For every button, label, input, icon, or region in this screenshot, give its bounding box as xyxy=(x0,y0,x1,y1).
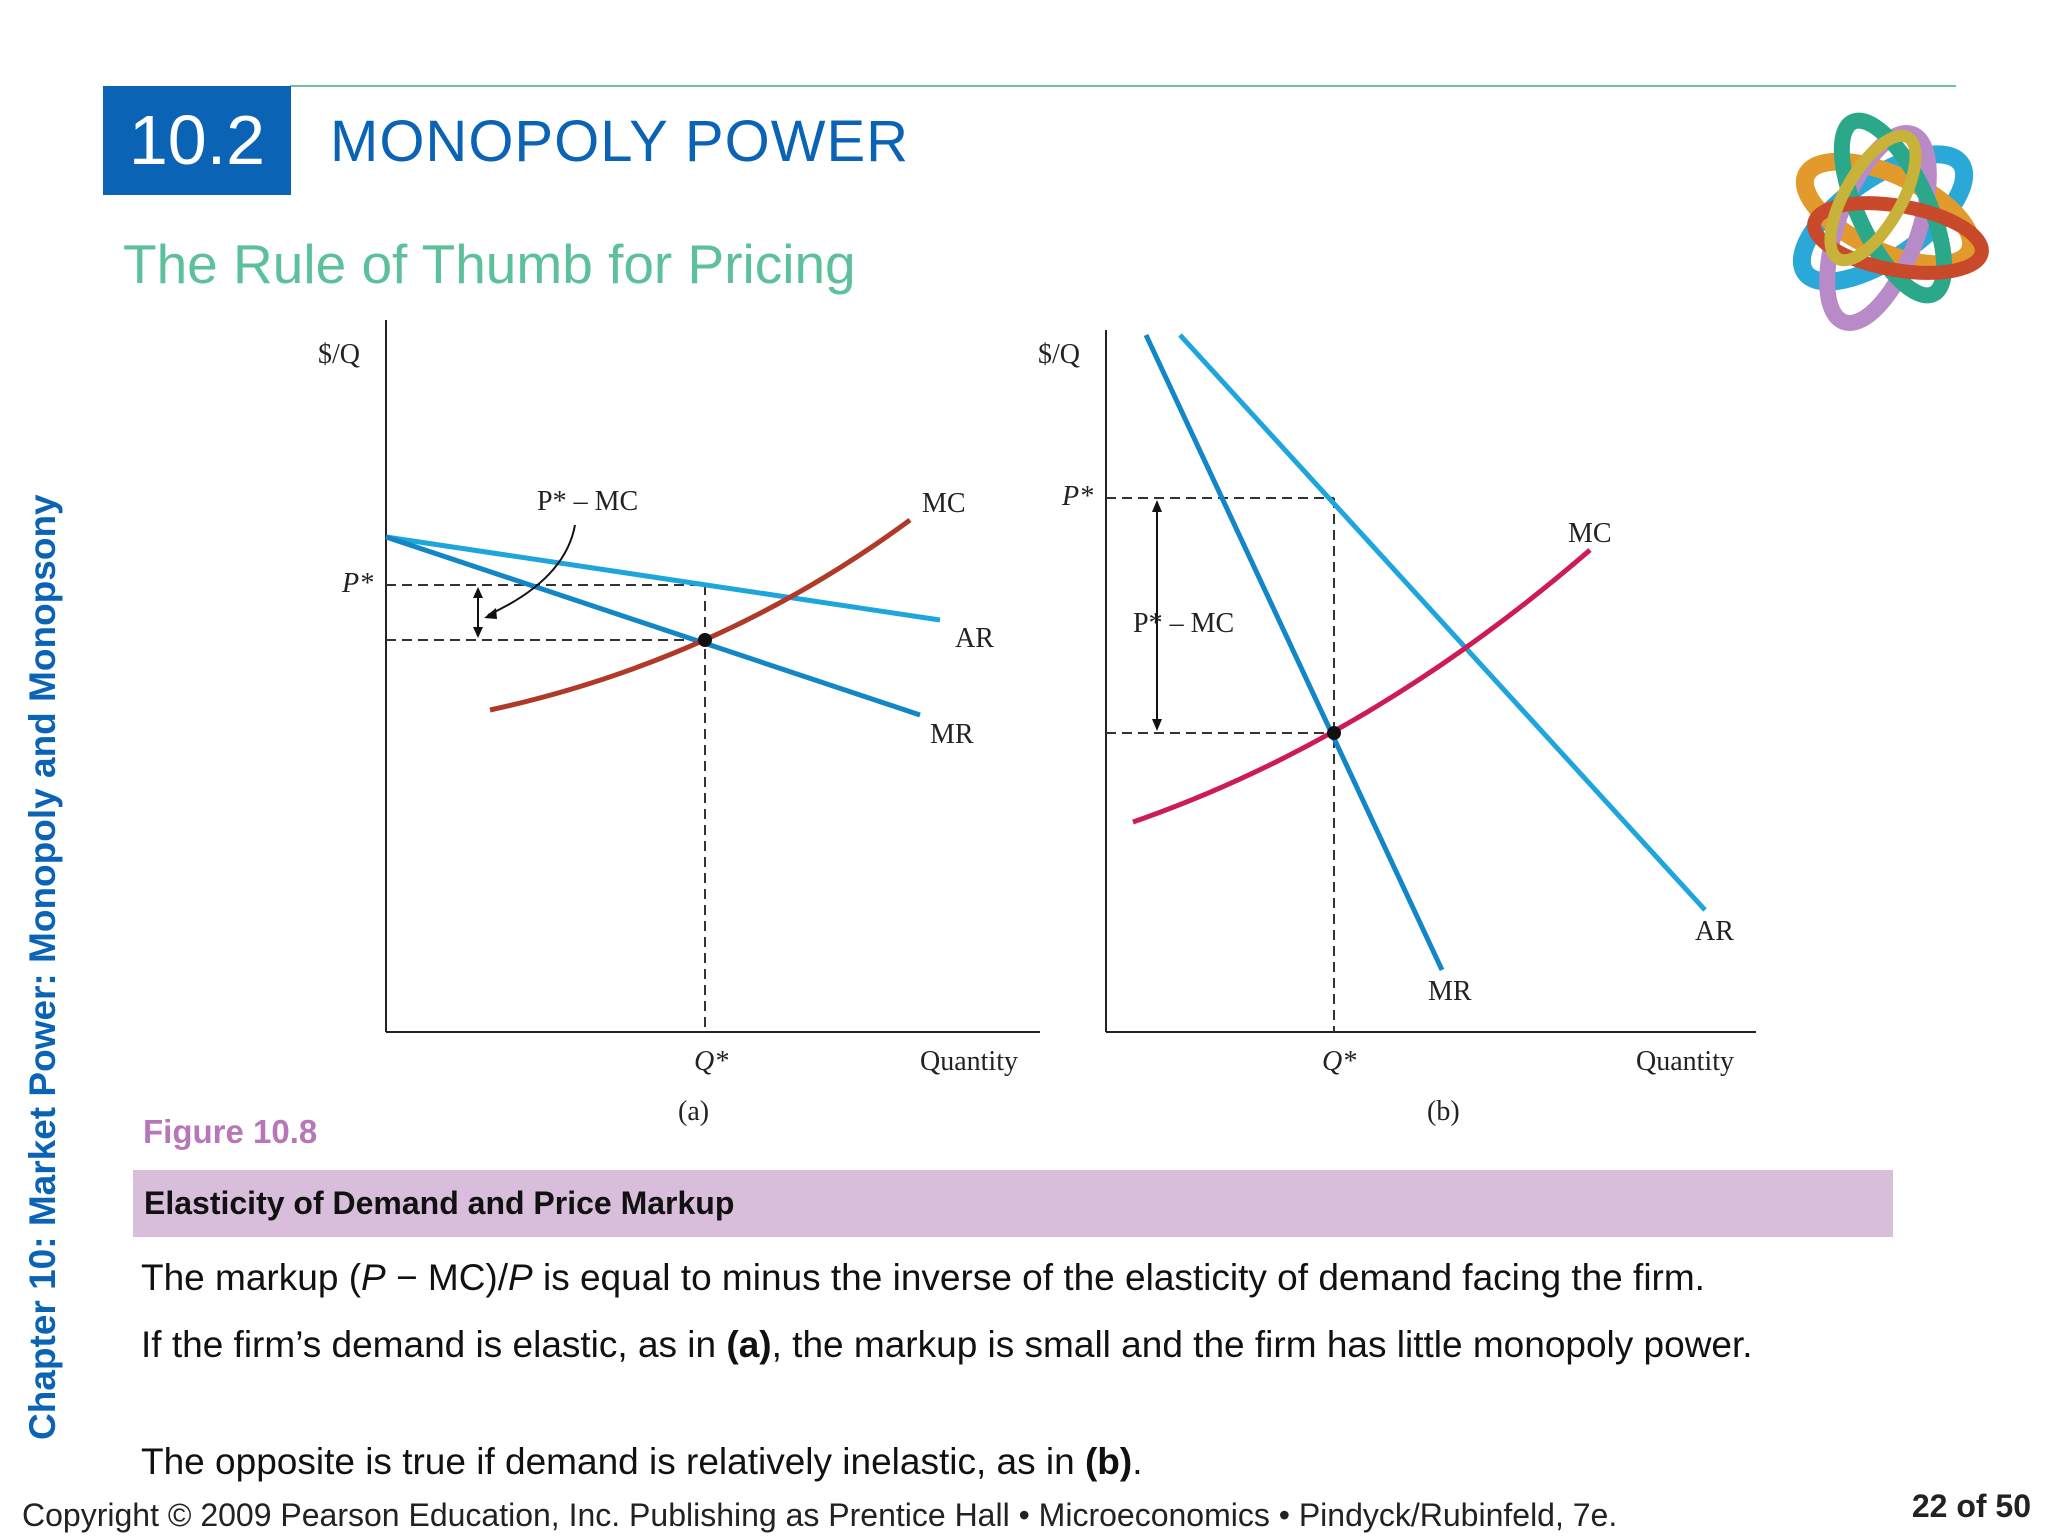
panel-b: $/Q P* P* – MC MC AR MR Q* Quantity (b) xyxy=(1038,330,1756,1127)
panel-b-markup-label: P* – MC xyxy=(1133,608,1234,639)
panel-a-markup-label: P* – MC xyxy=(537,486,638,517)
panel-b-ylabel: $/Q xyxy=(1038,339,1080,370)
panel-b-mc-label: MC xyxy=(1568,518,1612,549)
panel-a-markup-pointer xyxy=(487,524,576,616)
section-number: 10.2 xyxy=(103,86,291,195)
panel-a: $/Q P* P* – MC MC AR MR Q* Quantity (a) xyxy=(318,320,1040,1127)
panel-b-ar-curve xyxy=(1178,333,1707,912)
panel-a-tag: (a) xyxy=(678,1096,709,1127)
panel-a-pstar-label: P* xyxy=(341,568,373,599)
panel-a-xlabel: Quantity xyxy=(920,1046,1018,1077)
body-paragraph-3: The opposite is true if demand is relati… xyxy=(141,1441,1143,1482)
panel-a-mr-label: MR xyxy=(930,719,974,750)
panel-b-tag: (b) xyxy=(1427,1096,1460,1127)
panel-b-equilibrium-point xyxy=(1327,726,1341,740)
panel-b-pstar-label: P* xyxy=(1061,481,1093,512)
panel-b-ar-label: AR xyxy=(1695,916,1734,947)
copyright-footer: Copyright © 2009 Pearson Education, Inc.… xyxy=(22,1497,1618,1533)
chapter-sidebar-label: Chapter 10: Market Power: Monopoly and M… xyxy=(22,494,63,1440)
body-paragraph-1: The markup (P − MC)/P is equal to minus … xyxy=(141,1257,1705,1298)
panel-a-mc-curve xyxy=(489,517,912,713)
figure-number: Figure 10.8 xyxy=(143,1113,318,1150)
rings-logo-icon xyxy=(1792,112,1989,331)
panel-b-qstar-label: Q* xyxy=(1322,1046,1356,1077)
panel-a-mr-curve xyxy=(385,534,921,718)
panel-b-xlabel: Quantity xyxy=(1636,1046,1734,1077)
panel-a-qstar-label: Q* xyxy=(694,1046,728,1077)
panel-a-ar-curve xyxy=(385,534,941,623)
slide-subtitle: The Rule of Thumb for Pricing xyxy=(123,233,856,295)
header-rule xyxy=(290,85,1956,87)
panel-b-mc-curve xyxy=(1132,548,1592,825)
figure-elasticity-markup: $/Q P* P* – MC MC AR MR Q* Quantity (a) … xyxy=(318,320,1756,1127)
panel-b-mr-curve xyxy=(1143,333,1445,972)
panel-b-mr-label: MR xyxy=(1428,976,1472,1007)
body-paragraph-2: If the firm’s demand is elastic, as in (… xyxy=(141,1324,1753,1365)
page-number: 22 of 50 xyxy=(1911,1488,2031,1524)
panel-a-ylabel: $/Q xyxy=(318,339,360,370)
figure-caption: Elasticity of Demand and Price Markup xyxy=(133,1170,1893,1237)
panel-a-mc-label: MC xyxy=(922,488,966,519)
section-title: MONOPOLY POWER xyxy=(330,109,910,174)
panel-a-equilibrium-point xyxy=(698,633,712,647)
panel-a-ar-label: AR xyxy=(955,623,994,654)
